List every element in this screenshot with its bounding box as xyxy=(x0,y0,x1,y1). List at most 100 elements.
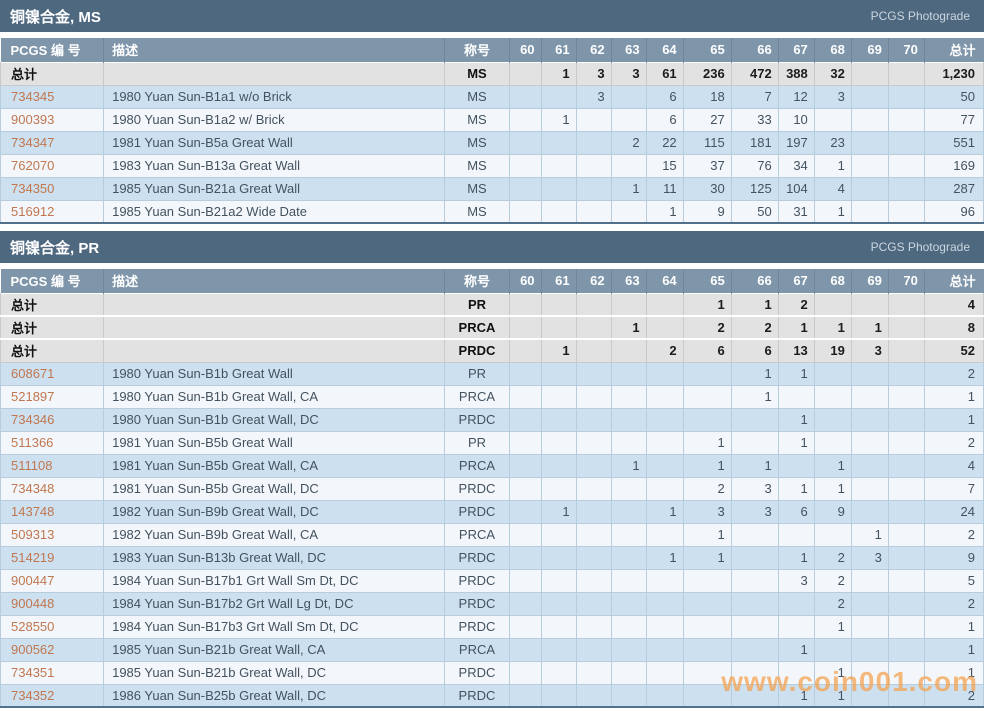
grade-cell-65: 37 xyxy=(682,153,732,178)
grade-cell-61 xyxy=(540,84,577,109)
grade-cell-63 xyxy=(610,107,647,132)
grade-cell-70 xyxy=(887,614,925,639)
grade-cell-64 xyxy=(645,660,684,685)
grade-cell-67: 1 xyxy=(777,407,815,432)
pcgs-number-link[interactable]: 528550 xyxy=(11,619,55,634)
grade-cell-69: 1 xyxy=(850,522,889,547)
grade-cell-62 xyxy=(575,107,612,132)
designation-cell: PRCA xyxy=(444,315,510,340)
data-row: 734347 1981 Yuan Sun-B5a Great Wall MS 2 22 1… xyxy=(0,130,984,155)
pcgs-number-cell: 734346 xyxy=(0,407,105,432)
grade-cell-60 xyxy=(508,476,542,501)
data-row: 143748 1982 Yuan Sun-B9b Great Wall, DC PR… xyxy=(0,499,984,524)
data-row: 762070 1983 Yuan Sun-B13a Great Wall MS 15 3… xyxy=(0,153,984,178)
grade-cell-63 xyxy=(610,499,647,524)
pcgs-number-link[interactable]: 514219 xyxy=(11,550,55,565)
col-header-designation: 称号 xyxy=(444,38,509,62)
total-cell: 8 xyxy=(923,315,984,340)
col-header-grade-60: 60 xyxy=(508,269,542,293)
grade-cell-60 xyxy=(508,384,542,409)
report-section: 铜镍合金, MS PCGS Photograde PCGS 编 号描述 称号 60 61 6… xyxy=(0,0,984,224)
pcgs-number-link[interactable]: 900447 xyxy=(11,573,55,588)
grade-cell-69 xyxy=(850,199,889,224)
grade-cell-67: 10 xyxy=(777,107,815,132)
grade-cell-69 xyxy=(850,614,889,639)
grade-cell-66: 33 xyxy=(730,107,779,132)
pcgs-number-link[interactable]: 734346 xyxy=(11,412,55,427)
pcgs-number-link[interactable]: 734348 xyxy=(11,481,55,496)
grade-cell-65: 236 xyxy=(682,61,732,86)
data-row: 514219 1983 Yuan Sun-B13b Great Wall, DC P… xyxy=(0,545,984,570)
grade-cell-64: 6 xyxy=(645,107,684,132)
col-header-grade-69: 69 xyxy=(850,38,889,62)
pcgs-number-link[interactable]: 734352 xyxy=(11,687,55,703)
col-header-grade-67: 67 xyxy=(777,38,815,62)
grade-cell-69 xyxy=(850,637,889,662)
pcgs-number-link[interactable]: 516912 xyxy=(11,203,55,219)
pcgs-number-link[interactable]: 734345 xyxy=(11,89,55,104)
grade-cell-62 xyxy=(575,614,612,639)
col-header-designation: 称号 xyxy=(444,269,509,293)
grade-cell-62 xyxy=(575,315,612,340)
grade-cell-65: 6 xyxy=(682,338,732,363)
grade-cell-65: 1 xyxy=(682,522,732,547)
grade-cell-60 xyxy=(508,153,542,178)
photograde-link[interactable]: PCGS Photograde xyxy=(870,240,970,254)
pcgs-number-link[interactable]: 734351 xyxy=(11,665,55,680)
pcgs-number-cell: 528550 xyxy=(0,614,105,639)
photograde-link[interactable]: PCGS Photograde xyxy=(870,9,970,23)
report-section: 铜镍合金, PR PCGS Photograde PCGS 编 号描述 称号 60 61 6… xyxy=(0,231,984,708)
column-header-row: PCGS 编 号描述 称号 60 61 62 63 64 65 66 67 68 69 70 总计 xyxy=(0,269,984,293)
grade-cell-62: 3 xyxy=(575,61,612,86)
total-cell: 551 xyxy=(923,130,984,155)
pcgs-number-link[interactable]: 734350 xyxy=(11,181,55,196)
pcgs-number-link[interactable]: 900448 xyxy=(11,596,55,611)
grade-cell-69: 1 xyxy=(850,315,889,340)
grade-cell-69 xyxy=(850,568,889,593)
grade-cell-62 xyxy=(575,591,612,616)
grade-cell-69: 3 xyxy=(850,338,889,363)
grade-cell-70 xyxy=(887,61,925,86)
column-header-row: PCGS 编 号描述 称号 60 61 62 63 64 65 66 67 68 69 70 总计 xyxy=(0,38,984,62)
pcgs-number-link[interactable]: 143748 xyxy=(11,504,55,519)
grade-cell-69 xyxy=(850,499,889,524)
grade-cell-61 xyxy=(540,384,577,409)
pcgs-number-cell: 509313 xyxy=(0,522,105,547)
grade-cell-60 xyxy=(508,522,542,547)
grade-cell-66 xyxy=(730,637,779,662)
pcgs-number-link[interactable]: 521897 xyxy=(11,389,55,404)
grade-cell-62 xyxy=(575,292,612,317)
grade-cell-60 xyxy=(508,130,542,155)
grade-cell-62 xyxy=(575,130,612,155)
grade-cell-68: 2 xyxy=(813,568,852,593)
col-header-description: 描述 xyxy=(103,38,445,62)
data-row: 521897 1980 Yuan Sun-B1b Great Wall, CA PR… xyxy=(0,384,984,409)
pcgs-number-cell: 734345 xyxy=(0,84,105,109)
pcgs-number-link[interactable]: 509313 xyxy=(11,527,55,542)
grade-cell-68: 1 xyxy=(813,476,852,501)
grade-cell-66: 3 xyxy=(730,476,779,501)
grade-cell-65 xyxy=(682,361,732,386)
pcgs-number-link[interactable]: 762070 xyxy=(11,158,55,173)
grade-cell-68 xyxy=(813,384,852,409)
grade-cell-65: 27 xyxy=(682,107,732,132)
pcgs-number-link[interactable]: 734347 xyxy=(11,135,55,150)
grade-cell-66: 1 xyxy=(730,361,779,386)
grade-cell-65: 18 xyxy=(682,84,732,109)
grade-cell-60 xyxy=(508,453,542,478)
pcgs-number-link[interactable]: 608671 xyxy=(11,366,55,381)
grade-cell-69 xyxy=(850,384,889,409)
pcgs-number-link[interactable]: 511366 xyxy=(11,435,54,450)
grade-cell-66: 6 xyxy=(730,338,779,363)
col-header-grade-63: 63 xyxy=(610,269,647,293)
grade-cell-66 xyxy=(730,591,779,616)
data-row: 511108 1981 Yuan Sun-B5b Great Wall, CA PR… xyxy=(0,453,984,478)
pcgs-number-link[interactable]: 900393 xyxy=(11,112,55,127)
coin-description: 1983 Yuan Sun-B13b Great Wall, DC xyxy=(103,545,446,570)
grade-cell-61 xyxy=(540,522,577,547)
pcgs-number-link[interactable]: 900562 xyxy=(11,642,55,657)
total-cell: 4 xyxy=(923,292,984,317)
pcgs-number-link[interactable]: 511108 xyxy=(11,458,53,473)
total-cell: 52 xyxy=(923,338,984,363)
grade-cell-62 xyxy=(575,430,612,455)
